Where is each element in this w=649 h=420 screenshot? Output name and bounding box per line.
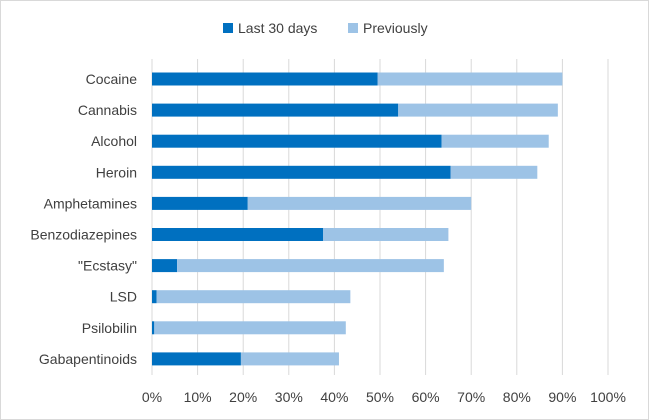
bar-previously — [377, 72, 563, 86]
bar-previously — [450, 165, 538, 179]
bar-last-30-days — [152, 165, 451, 179]
x-tick-label: 100% — [590, 389, 626, 405]
bar-previously — [240, 352, 339, 366]
bar-previously — [154, 321, 346, 335]
legend-swatch — [223, 23, 233, 33]
category-label: Benzodiazepines — [30, 227, 137, 243]
bar-previously — [323, 228, 449, 241]
bar-last-30-days — [152, 290, 157, 304]
category-label: Gabapentinoids — [39, 351, 137, 367]
legend-label: Last 30 days — [238, 20, 317, 36]
x-tick-label: 20% — [229, 389, 257, 405]
category-label: Psilobilin — [82, 320, 137, 336]
bar-last-30-days — [152, 321, 155, 335]
x-tick-label: 40% — [320, 389, 348, 405]
x-tick-label: 10% — [184, 389, 212, 405]
legend-swatch — [348, 23, 358, 33]
x-tick-label: 30% — [275, 389, 303, 405]
legend-label: Previously — [363, 20, 428, 36]
bar-last-30-days — [152, 196, 248, 210]
bar-last-30-days — [152, 134, 442, 148]
bar-last-30-days — [152, 259, 178, 273]
x-tick-label: 0% — [142, 389, 162, 405]
category-label: Amphetamines — [44, 195, 137, 211]
category-label: Heroin — [96, 164, 137, 180]
category-label: Cocaine — [86, 71, 138, 87]
x-axis-ticks: 0% 10% 20% 30% 40% 50% 60% 70% 80% 90% 100% — [142, 389, 626, 405]
bar-last-30-days — [152, 352, 241, 366]
bar-last-30-days — [152, 103, 399, 117]
bar-previously — [156, 290, 351, 304]
x-tick-label: 70% — [457, 389, 485, 405]
category-label: "Ecstasy" — [78, 258, 137, 274]
x-tick-label: 90% — [548, 389, 576, 405]
bar-previously — [398, 103, 558, 117]
bar-last-30-days — [152, 228, 323, 241]
category-label: Alcohol — [91, 133, 137, 149]
x-tick-label: 80% — [503, 389, 531, 405]
bar-previously — [247, 196, 472, 210]
category-label: Cannabis — [78, 102, 137, 118]
legend: Last 30 days Previously — [223, 20, 428, 36]
x-tick-label: 60% — [412, 389, 440, 405]
bar-previously — [441, 134, 549, 148]
bar-last-30-days — [152, 72, 378, 86]
x-tick-label: 50% — [366, 389, 394, 405]
category-label: LSD — [110, 289, 137, 305]
category-labels: Cocaine Cannabis Alcohol Heroin Amphetamines… — [30, 71, 137, 367]
bars — [152, 72, 563, 366]
bar-previously — [177, 259, 444, 273]
